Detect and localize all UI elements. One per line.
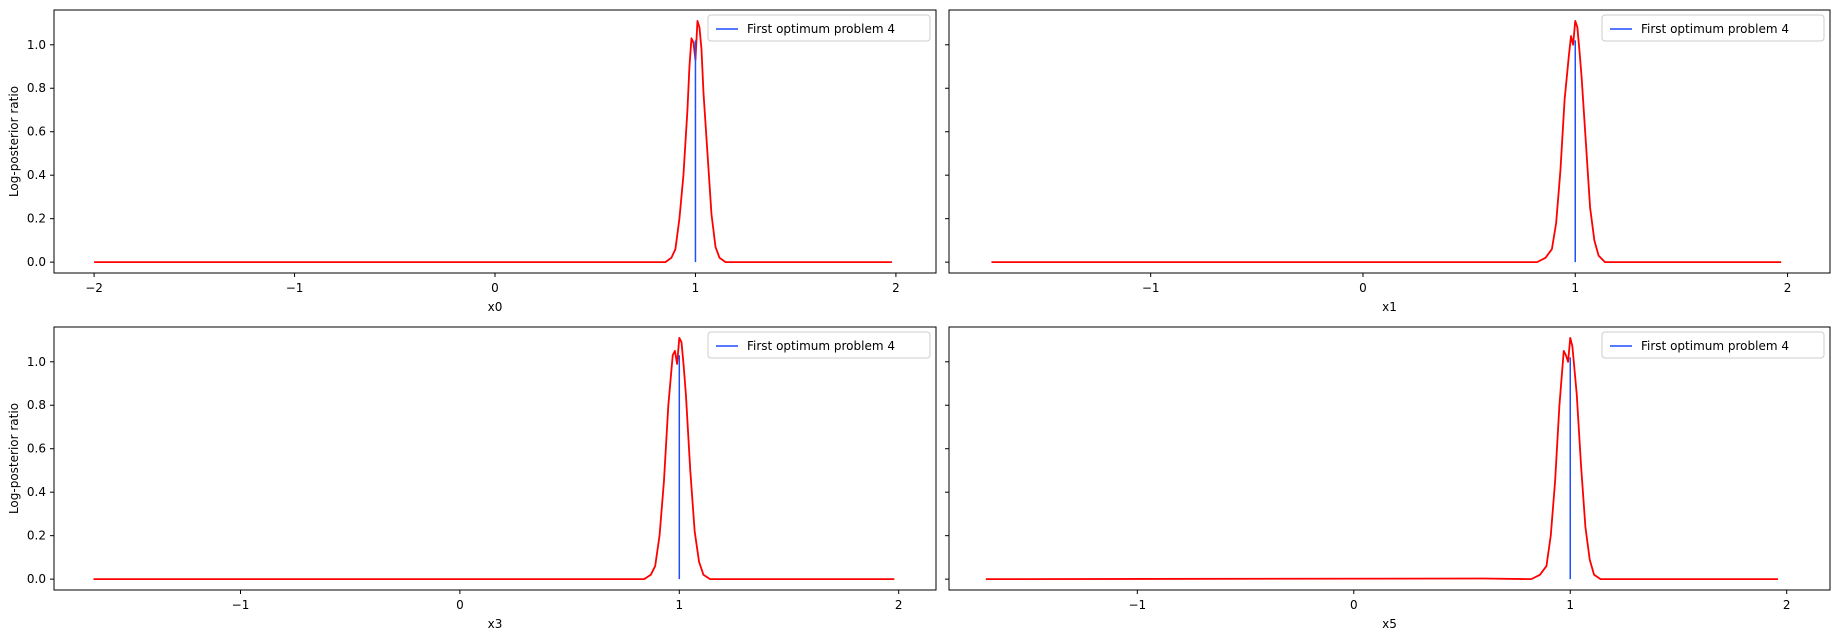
y-axis-label: Log-posterior ratio [7, 86, 21, 197]
x-axis-label: x1 [1382, 300, 1397, 314]
legend: First optimum problem 4 [1601, 331, 1825, 359]
x-tick-label: 2 [895, 598, 903, 612]
y-axis-label: Log-posterior ratio [7, 403, 21, 514]
chart-panel-4: −1 0 1 2 x5 First optimum problem 4 [945, 326, 1831, 631]
y-tick-label: 1.0 [27, 38, 46, 52]
x-tick-label: 2 [1784, 281, 1792, 295]
x-tick-label: −1 [1128, 598, 1146, 612]
legend: First optimum problem 4 [707, 331, 931, 359]
legend-box [1601, 14, 1825, 42]
plot-area [985, 336, 1779, 581]
axes-frame [948, 326, 1831, 591]
axes-frame [53, 9, 937, 274]
profile-line [991, 19, 1782, 264]
x-tick-label: 0 [491, 281, 499, 295]
y-tick-label: 0.4 [27, 485, 46, 499]
legend-label: First optimum problem 4 [1641, 22, 1789, 36]
y-tick-label: 0.2 [27, 212, 46, 226]
chart-panel-1: −2 −1 0 1 2 0.0 0.2 0.4 0.6 0.8 1.0 x0 Log-posterior… [7, 9, 937, 314]
x-tick-label: 1 [1566, 598, 1574, 612]
x-axis-label: x3 [488, 617, 503, 631]
legend-label: First optimum problem 4 [1641, 339, 1789, 353]
legend-label: First optimum problem 4 [747, 22, 895, 36]
x-tick-label: 1 [675, 598, 683, 612]
legend-box [707, 331, 931, 359]
y-tick-label: 0.0 [27, 255, 46, 269]
x-tick-label: 1 [692, 281, 700, 295]
chart-panel-3: −1 0 1 2 0.0 0.2 0.4 0.6 0.8 1.0 x3 Log-posterior r… [7, 326, 937, 631]
profile-line [93, 336, 895, 581]
y-tick-label: 0.4 [27, 168, 46, 182]
profile-line [94, 19, 892, 264]
plot-area [94, 19, 892, 264]
x-tick-label: −1 [1142, 281, 1160, 295]
x-axis-label: x0 [488, 300, 503, 314]
x-tick-label: 1 [1571, 281, 1579, 295]
x-tick-label: 2 [1783, 598, 1791, 612]
y-tick-label: 0.6 [27, 125, 46, 139]
x-tick-label: 0 [456, 598, 464, 612]
y-tick-label: 1.0 [27, 355, 46, 369]
y-tick-label: 0.8 [27, 81, 46, 95]
y-tick-label: 0.6 [27, 442, 46, 456]
legend-label: First optimum problem 4 [747, 339, 895, 353]
x-tick-label: 2 [892, 281, 900, 295]
profile-line [985, 336, 1779, 581]
y-tick-label: 0.8 [27, 398, 46, 412]
x-tick-label: −1 [286, 281, 304, 295]
chart-panel-2: −1 0 1 2 x1 First optimum problem 4 [945, 9, 1831, 314]
x-tick-label: −1 [232, 598, 250, 612]
x-tick-label: 0 [1359, 281, 1367, 295]
plot-area [93, 336, 895, 581]
legend-box [707, 14, 931, 42]
y-tick-label: 0.0 [27, 572, 46, 586]
x-axis-label: x5 [1382, 617, 1397, 631]
y-tick-label: 0.2 [27, 529, 46, 543]
x-tick-label: 0 [1350, 598, 1358, 612]
plot-area [991, 19, 1782, 264]
axes-frame [948, 9, 1831, 274]
axes-frame [53, 326, 937, 591]
x-tick-label: −2 [85, 281, 103, 295]
legend: First optimum problem 4 [1601, 14, 1825, 42]
legend-box [1601, 331, 1825, 359]
legend: First optimum problem 4 [707, 14, 931, 42]
